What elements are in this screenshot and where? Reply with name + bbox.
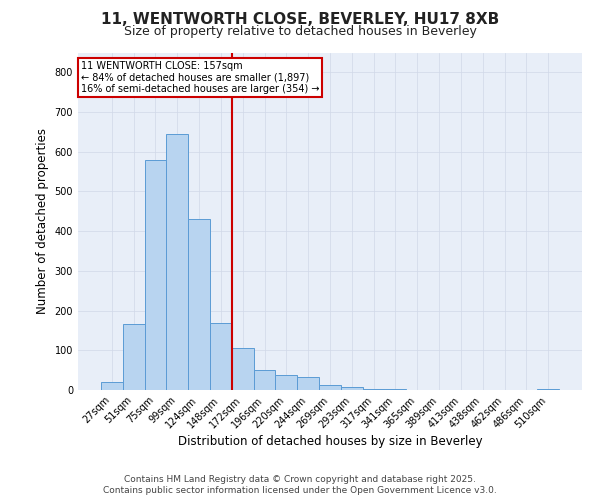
Bar (363, 389, 385, 390)
Bar (341, 387, 363, 390)
X-axis label: Distribution of detached houses by size in Beverley: Distribution of detached houses by size … (178, 436, 482, 448)
Bar (232, 348, 254, 390)
Bar (254, 370, 275, 390)
Bar (385, 389, 406, 390)
Text: Contains HM Land Registry data © Crown copyright and database right 2025.: Contains HM Land Registry data © Crown c… (124, 475, 476, 484)
Bar (188, 220, 210, 390)
Bar (537, 389, 559, 390)
Text: Size of property relative to detached houses in Beverley: Size of property relative to detached ho… (124, 25, 476, 38)
Text: Contains public sector information licensed under the Open Government Licence v3: Contains public sector information licen… (103, 486, 497, 495)
Text: 11 WENTWORTH CLOSE: 157sqm
← 84% of detached houses are smaller (1,897)
16% of s: 11 WENTWORTH CLOSE: 157sqm ← 84% of deta… (80, 61, 319, 94)
Text: 11, WENTWORTH CLOSE, BEVERLEY, HU17 8XB: 11, WENTWORTH CLOSE, BEVERLEY, HU17 8XB (101, 12, 499, 28)
Bar (101, 382, 123, 390)
Bar (319, 385, 341, 390)
Bar (145, 160, 166, 390)
Bar (123, 324, 145, 390)
Bar (275, 375, 297, 390)
Bar (297, 378, 319, 390)
Y-axis label: Number of detached properties: Number of detached properties (36, 128, 49, 314)
Bar (166, 134, 188, 390)
Bar (210, 322, 232, 390)
